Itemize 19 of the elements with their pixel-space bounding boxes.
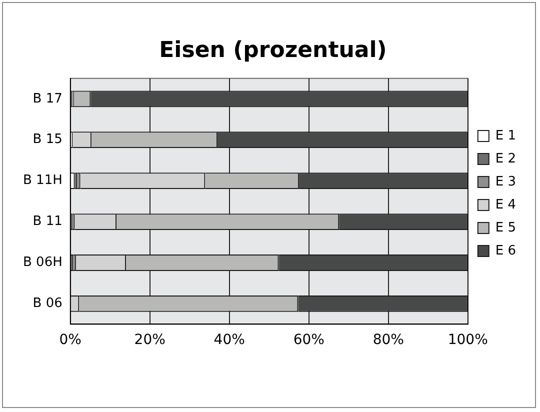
- x-tick-label: 40%: [214, 332, 245, 348]
- legend-label: E 6: [495, 243, 516, 258]
- y-tick-label: B 06H: [22, 255, 62, 270]
- y-tick-label: B 15: [32, 132, 62, 148]
- x-tick-label: 20%: [134, 332, 166, 348]
- y-tick-label: B 06: [32, 296, 62, 312]
- x-tick-label: 80%: [372, 332, 404, 348]
- chart-title: Eisen (prozentual): [159, 38, 387, 63]
- legend-label: E 3: [495, 174, 516, 190]
- x-tick-label: 60%: [293, 332, 324, 348]
- legend-label: E 1: [495, 128, 516, 144]
- y-tick-label: B 11: [32, 214, 62, 230]
- x-tick-label: 100%: [448, 332, 488, 348]
- legend-label: E 4: [495, 197, 516, 212]
- y-tick-label: B 11H: [22, 173, 62, 188]
- x-tick-label: 0%: [59, 332, 82, 348]
- y-tick-label: B 17: [32, 91, 62, 106]
- legend-label: E 2: [495, 151, 516, 166]
- legend-label: E 5: [495, 220, 516, 236]
